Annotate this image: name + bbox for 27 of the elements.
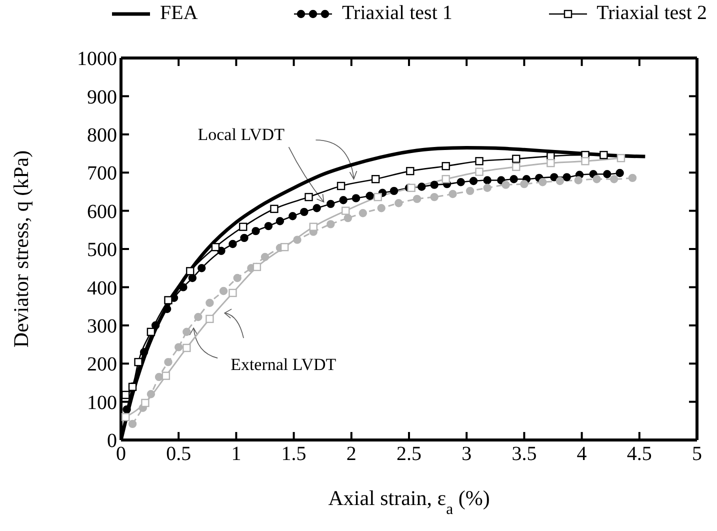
x-tick-label: 2.5	[396, 443, 422, 466]
x-tick-label: 1	[231, 443, 242, 466]
y-axis-title: Deviator stress, q (kPa)	[9, 150, 33, 348]
y-tick-label: 700	[87, 162, 117, 185]
x-tick-label: 1.5	[281, 443, 306, 466]
annotation: Local LVDT	[198, 125, 286, 144]
x-tick-label: 5	[692, 443, 702, 466]
x-tick-label: 4	[576, 443, 587, 466]
y-tick-label: 800	[87, 124, 117, 146]
x-tick-label: 3.5	[512, 443, 537, 466]
x-axis-title: Axial strain, ε$_{a}$ (%)	[328, 486, 490, 518]
y-tick-label: 1000	[77, 48, 117, 70]
legend-label: Triaxial test 2	[596, 2, 707, 25]
legend-label: FEA	[160, 2, 198, 25]
legend-label: Triaxial test 1	[342, 2, 452, 25]
y-tick-label: 900	[87, 86, 117, 108]
x-tick-label: 3	[462, 443, 472, 466]
annotation: External LVDT	[230, 355, 337, 374]
x-tick-label: 2	[346, 443, 356, 466]
y-tick-label: 300	[87, 316, 117, 338]
y-tick-label: 400	[87, 277, 117, 300]
y-tick-label: 600	[87, 200, 117, 223]
y-tick-label: 500	[87, 239, 117, 262]
x-tick-label: 4.5	[626, 443, 652, 466]
y-tick-label: 200	[87, 354, 117, 376]
x-tick-label: 0.5	[166, 443, 192, 466]
y-tick-label: 100	[87, 392, 117, 414]
